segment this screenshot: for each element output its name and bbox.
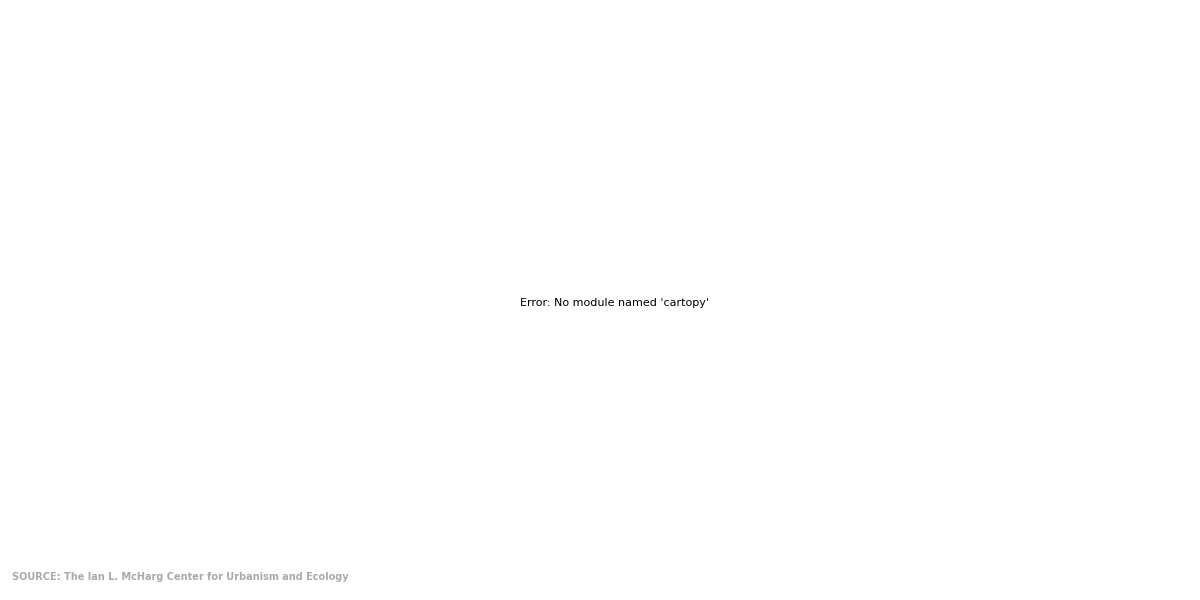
Text: Error: No module named 'cartopy': Error: No module named 'cartopy' [521,298,709,308]
Text: SOURCE: The Ian L. McHarg Center for Urbanism and Ecology: SOURCE: The Ian L. McHarg Center for Urb… [12,572,349,582]
